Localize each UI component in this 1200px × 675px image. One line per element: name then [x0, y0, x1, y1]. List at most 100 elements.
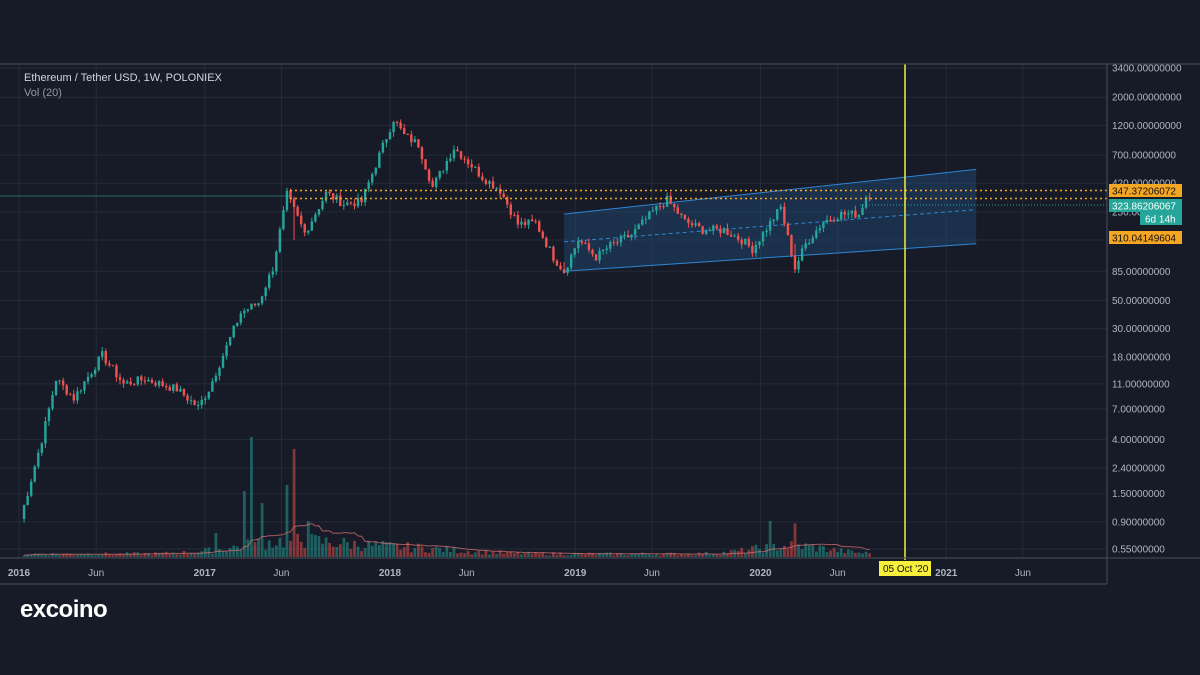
horizontal-levels[interactable] [0, 189, 1107, 206]
candle-body[interactable] [427, 169, 431, 181]
candle-body[interactable] [61, 380, 65, 386]
candle-body[interactable] [434, 177, 438, 187]
candle-body[interactable] [250, 303, 253, 310]
candle-body[interactable] [374, 167, 377, 175]
candle-body[interactable] [367, 182, 370, 190]
candle-body[interactable] [58, 380, 61, 382]
candle-body[interactable] [765, 230, 768, 233]
candle-body[interactable] [520, 221, 523, 225]
candle-body[interactable] [641, 219, 644, 225]
candle-body[interactable] [83, 381, 86, 391]
candle-body[interactable] [708, 230, 711, 232]
candle-body[interactable] [115, 365, 118, 378]
candle-body[interactable] [644, 219, 647, 221]
candle-body[interactable] [29, 481, 33, 496]
candle-body[interactable] [744, 238, 747, 245]
candle-body[interactable] [371, 174, 374, 183]
candle-body[interactable] [161, 381, 164, 387]
candle-body[interactable] [797, 260, 800, 270]
candle-body[interactable] [704, 231, 708, 234]
candle-body[interactable] [335, 195, 338, 200]
candle-body[interactable] [655, 205, 658, 211]
candle-body[interactable] [694, 223, 697, 226]
candle-body[interactable] [232, 325, 235, 337]
candle-body[interactable] [868, 197, 871, 199]
candle-body[interactable] [207, 391, 211, 399]
candle-body[interactable] [86, 376, 90, 382]
candle-body[interactable] [790, 234, 793, 256]
candle-body[interactable] [189, 400, 193, 402]
candle-body[interactable] [200, 399, 203, 406]
volume-indicator-label[interactable]: Vol (20) [24, 87, 62, 99]
candle-body[interactable] [850, 210, 854, 214]
candle-body[interactable] [225, 345, 228, 357]
candle-body[interactable] [321, 200, 324, 210]
candle-body[interactable] [328, 191, 331, 194]
candle-body[interactable] [275, 251, 278, 272]
candle-body[interactable] [175, 384, 179, 392]
candle-body[interactable] [754, 244, 758, 254]
candle-body[interactable] [605, 248, 608, 250]
candle-body[interactable] [282, 210, 285, 230]
candle-body[interactable] [221, 356, 225, 368]
price-axis[interactable]: 3400.00000000 2000.00000000 1200.00000000 7… [1112, 64, 1182, 556]
candle-body[interactable] [40, 443, 44, 453]
candle-body[interactable] [818, 228, 822, 231]
candle-body[interactable] [854, 210, 857, 218]
candle-body[interactable] [719, 228, 722, 233]
candle-body[interactable] [65, 385, 68, 395]
candle-body[interactable] [665, 195, 669, 207]
candle-body[interactable] [808, 242, 811, 244]
candle-body[interactable] [829, 219, 832, 221]
candle-body[interactable] [538, 221, 541, 232]
candle-body[interactable] [33, 466, 36, 482]
candle-body[interactable] [260, 296, 264, 304]
candle-body[interactable] [392, 121, 395, 133]
candle-body[interactable] [577, 241, 580, 249]
candle-body[interactable] [800, 248, 804, 261]
candle-body[interactable] [697, 223, 701, 227]
candle-body[interactable] [69, 394, 72, 396]
candle-body[interactable] [580, 241, 584, 244]
candle-body[interactable] [768, 221, 772, 231]
candle-body[interactable] [474, 166, 477, 168]
candle-body[interactable] [513, 214, 516, 216]
candle-body[interactable] [378, 152, 381, 168]
candle-body[interactable] [317, 209, 321, 215]
candle-body[interactable] [172, 384, 175, 391]
candle-body[interactable] [601, 249, 605, 251]
candle-body[interactable] [843, 211, 846, 215]
candle-body[interactable] [587, 243, 591, 250]
candle-body[interactable] [534, 221, 537, 223]
candle-body[interactable] [93, 369, 97, 375]
candle-body[interactable] [385, 139, 388, 143]
candle-body[interactable] [857, 214, 861, 218]
candle-body[interactable] [168, 387, 171, 391]
candle-body[interactable] [285, 190, 289, 211]
candle-body[interactable] [740, 239, 743, 245]
candle-body[interactable] [683, 214, 687, 219]
candle-body[interactable] [747, 238, 751, 246]
candle-body[interactable] [353, 203, 356, 207]
candle-body[interactable] [516, 215, 520, 225]
candle-body[interactable] [296, 206, 299, 216]
candle-body[interactable] [179, 388, 182, 392]
candle-body[interactable] [811, 237, 814, 243]
candle-body[interactable] [79, 390, 83, 392]
candle-body[interactable] [406, 134, 409, 136]
candle-body[interactable] [609, 242, 612, 249]
candle-body[interactable] [413, 139, 417, 143]
candle-body[interactable] [527, 219, 530, 225]
candle-body[interactable] [676, 207, 679, 214]
candle-body[interactable] [264, 287, 267, 297]
candle-body[interactable] [662, 206, 665, 208]
candle-body[interactable] [193, 400, 196, 406]
candle-body[interactable] [616, 242, 619, 244]
candle-body[interactable] [157, 381, 161, 386]
candle-body[interactable] [822, 222, 825, 229]
candle-body[interactable] [832, 219, 836, 222]
candle-body[interactable] [541, 231, 544, 238]
candle-body[interactable] [715, 225, 719, 229]
candle-body[interactable] [594, 254, 598, 261]
candle-body[interactable] [559, 265, 562, 270]
